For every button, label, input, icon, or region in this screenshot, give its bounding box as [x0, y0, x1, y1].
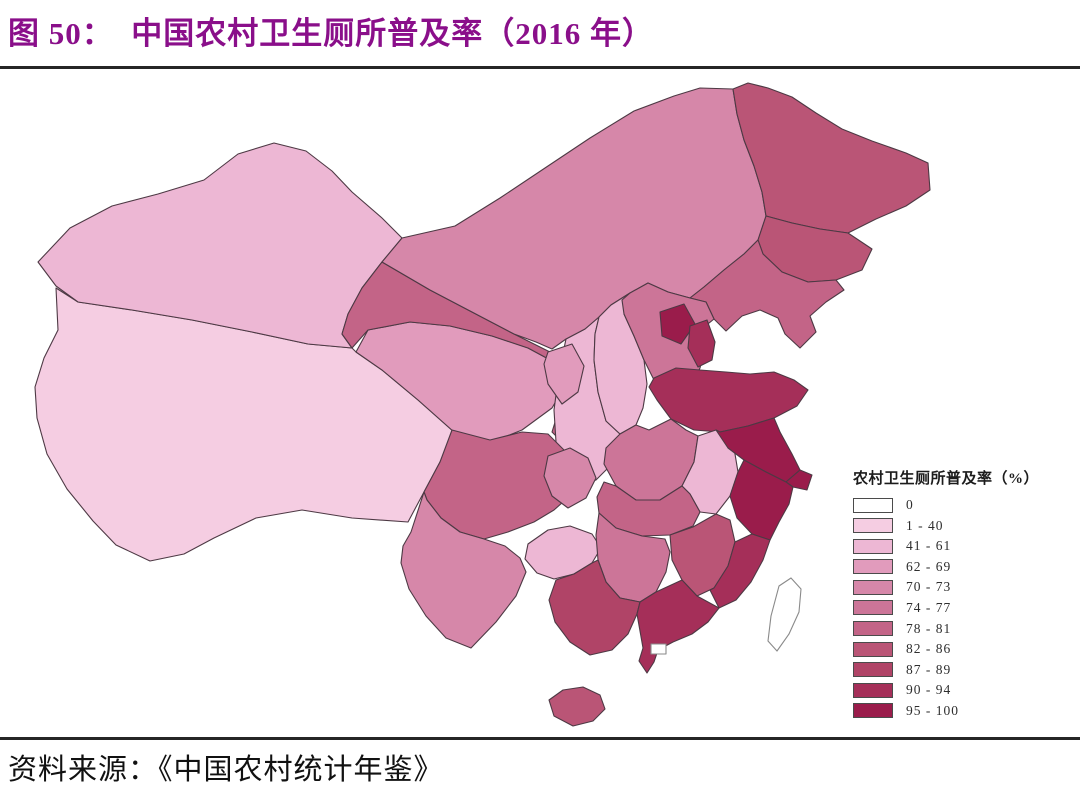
legend-swatch	[853, 497, 893, 513]
province-chongqing	[543, 447, 597, 509]
province-tianjin	[687, 319, 716, 368]
legend-swatch	[853, 662, 893, 678]
map-legend: 农村卫生厕所普及率（%） 0 1 - 40 41 - 61 62 - 69 70 - 7…	[853, 467, 1073, 724]
hongkong-macau-outline	[650, 643, 667, 655]
title-divider	[0, 66, 1080, 69]
legend-label: 82 - 86	[906, 641, 952, 657]
legend-label: 78 - 81	[906, 620, 952, 636]
legend-row: 1 - 40	[853, 518, 1073, 534]
province-beijing	[659, 303, 696, 345]
legend-row: 74 - 77	[853, 600, 1073, 616]
legend-label: 87 - 89	[906, 661, 952, 677]
province-fujian	[709, 533, 771, 609]
legend-rows: 0 1 - 40 41 - 61 62 - 69 70 - 73 74 - 77 78 - …	[853, 497, 1073, 719]
legend-row: 70 - 73	[853, 579, 1073, 595]
legend-row: 78 - 81	[853, 621, 1073, 637]
province-hainan	[548, 686, 606, 727]
legend-row: 90 - 94	[853, 682, 1073, 698]
legend-row: 41 - 61	[853, 538, 1073, 554]
legend-swatch	[853, 518, 893, 534]
legend-swatch	[853, 600, 893, 616]
legend-swatch	[853, 621, 893, 637]
legend-row: 95 - 100	[853, 703, 1073, 719]
legend-title: 农村卫生厕所普及率（%）	[853, 471, 1040, 487]
figure-title: 图 50： 中国农村卫生厕所普及率（2016 年）	[8, 16, 654, 51]
source-divider	[0, 737, 1080, 740]
province-zhejiang	[729, 459, 794, 541]
legend-swatch	[853, 641, 893, 657]
legend-label: 1 - 40	[906, 517, 944, 533]
province-shapes	[34, 82, 931, 727]
legend-row: 87 - 89	[853, 662, 1073, 678]
province-guangxi	[548, 559, 641, 656]
legend-label: 62 - 69	[906, 558, 952, 574]
legend-label: 41 - 61	[906, 538, 952, 554]
legend-row: 62 - 69	[853, 559, 1073, 575]
legend-label: 90 - 94	[906, 682, 952, 698]
legend-row: 0	[853, 497, 1073, 513]
legend-row: 82 - 86	[853, 641, 1073, 657]
legend-swatch	[853, 559, 893, 575]
province-taiwan	[767, 577, 802, 652]
legend-label: 70 - 73	[906, 579, 952, 595]
source-text: 资料来源：《中国农村统计年鉴》	[8, 754, 444, 786]
province-shandong	[648, 367, 809, 433]
legend-swatch	[853, 682, 893, 698]
legend-label: 0	[906, 497, 914, 512]
province-yunnan	[400, 491, 527, 649]
legend-label: 74 - 77	[906, 599, 952, 615]
province-heilongjiang	[732, 82, 931, 234]
legend-label: 95 - 100	[906, 702, 959, 718]
legend-swatch	[853, 538, 893, 554]
legend-swatch	[853, 703, 893, 719]
province-shanghai	[785, 469, 813, 491]
province-ningxia	[543, 343, 585, 405]
legend-swatch	[853, 579, 893, 595]
